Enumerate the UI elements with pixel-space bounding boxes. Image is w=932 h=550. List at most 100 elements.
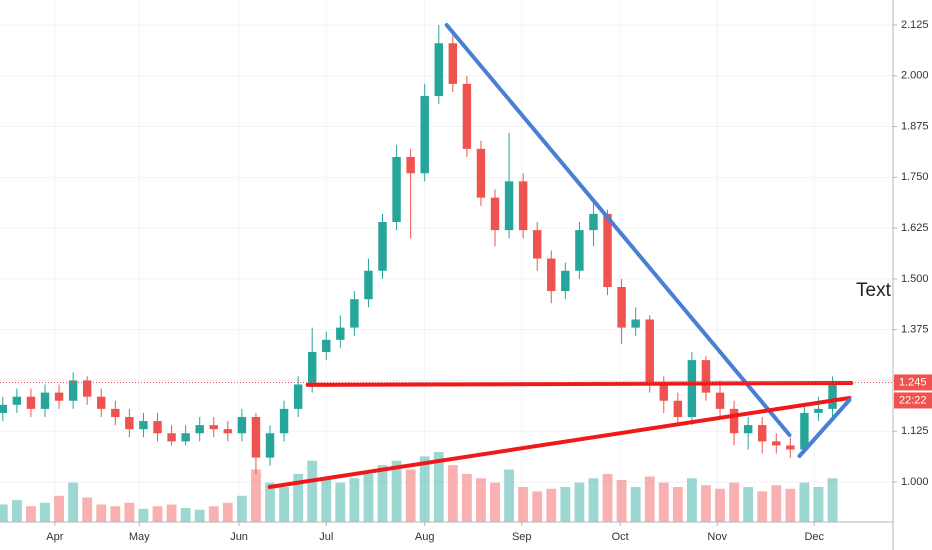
candle-body [715, 392, 725, 409]
volume-bar [166, 504, 177, 522]
x-tick-label: Oct [612, 531, 629, 543]
volume-bar [743, 487, 754, 522]
candle-body [462, 83, 472, 149]
volume-bar [110, 506, 121, 522]
volume-bar [644, 476, 655, 522]
candle-body [814, 408, 823, 413]
volume-bar [419, 456, 430, 522]
trend-line [444, 22, 792, 437]
volume-bar [68, 482, 79, 522]
candle-body [772, 441, 781, 446]
volume-bar [490, 482, 500, 522]
y-tick-label: 1.500 [901, 273, 929, 285]
trend-line [305, 380, 854, 387]
x-tick-label: Jun [230, 531, 248, 543]
candle-body [364, 270, 373, 300]
candle-body [181, 433, 190, 442]
candle-body [631, 319, 640, 328]
volume-bar [208, 506, 219, 522]
candle-body [336, 327, 345, 340]
volume-bar [40, 502, 50, 522]
volume-bar [476, 478, 486, 522]
candle-body [307, 351, 317, 385]
candle-body [223, 429, 233, 434]
candle-body [406, 157, 415, 174]
volume-bar [82, 497, 93, 522]
volume-bar [26, 506, 36, 522]
candle-body [687, 360, 697, 417]
candle-body [12, 396, 22, 405]
y-tick-label: 1.750 [901, 171, 929, 183]
x-tick-label: Aug [415, 531, 435, 543]
candle-body [800, 412, 809, 450]
volume-bar [194, 509, 205, 522]
volume-bar [658, 482, 669, 522]
volume-bar [0, 504, 8, 522]
y-tick-label: 1.375 [901, 324, 929, 336]
x-tick-label: Jul [319, 531, 333, 543]
volume-bar [672, 487, 683, 522]
volume-bar [785, 488, 796, 522]
volume-bar [616, 480, 627, 522]
candle-body [701, 360, 711, 393]
candle-body [293, 384, 303, 409]
drawings [0, 22, 893, 489]
volume-bar [630, 487, 641, 522]
y-tick-label: 1.625 [901, 222, 929, 234]
x-tick-label: Sep [512, 531, 532, 543]
candle-body [125, 416, 134, 430]
candle-body [617, 286, 626, 328]
trend-line [267, 395, 852, 489]
volume-bar [532, 491, 543, 522]
candle-body [757, 425, 767, 442]
candle-body [589, 213, 598, 231]
candle-body [237, 416, 247, 434]
candle-body [673, 400, 683, 417]
volume-bar [686, 478, 697, 522]
candle-body [561, 270, 570, 292]
candle-body [575, 230, 584, 271]
axes: 1.0001.1251.2501.3751.5001.6251.7501.875… [46, 19, 932, 543]
volume-bar [827, 478, 838, 522]
candle-body [68, 380, 78, 401]
y-tick-label: 2.000 [901, 70, 929, 82]
volume-bar [546, 488, 557, 522]
trend-line [797, 398, 852, 458]
volume-bar [96, 504, 107, 522]
volume-bar [729, 482, 740, 522]
volume-bar [251, 469, 261, 522]
volume-bar [405, 469, 416, 522]
candle-body [603, 213, 612, 287]
x-tick-label: May [129, 531, 150, 543]
x-tick-label: Nov [707, 531, 727, 543]
candle-body [82, 380, 92, 397]
volume-bar [321, 478, 332, 522]
candle-body [532, 230, 542, 259]
x-tick-label: Apr [46, 531, 63, 543]
y-tick-label: 1.000 [901, 476, 929, 488]
candle-body [743, 425, 753, 434]
volume-bar [518, 487, 529, 522]
volume-bar [124, 502, 135, 522]
candles [0, 24, 837, 474]
volume-bar [279, 487, 289, 522]
candle-body [729, 408, 739, 434]
volume-bar [363, 473, 374, 522]
candle-body [378, 222, 387, 271]
y-tick-label: 1.125 [901, 425, 929, 437]
candle-body [97, 396, 106, 409]
volume-bar [293, 473, 304, 522]
last-price-label: 1.245 [899, 376, 927, 388]
candle-body [350, 299, 359, 328]
volume-bar [349, 478, 360, 522]
candle-body [251, 416, 261, 458]
volume-bar [222, 502, 233, 522]
y-tick-label: 1.875 [901, 120, 929, 132]
candle-body [828, 382, 837, 409]
candle-body [111, 408, 120, 417]
text-annotation[interactable]: Text [856, 280, 891, 301]
volume [0, 452, 838, 522]
grid [0, 0, 893, 522]
volume-bar [771, 485, 782, 522]
